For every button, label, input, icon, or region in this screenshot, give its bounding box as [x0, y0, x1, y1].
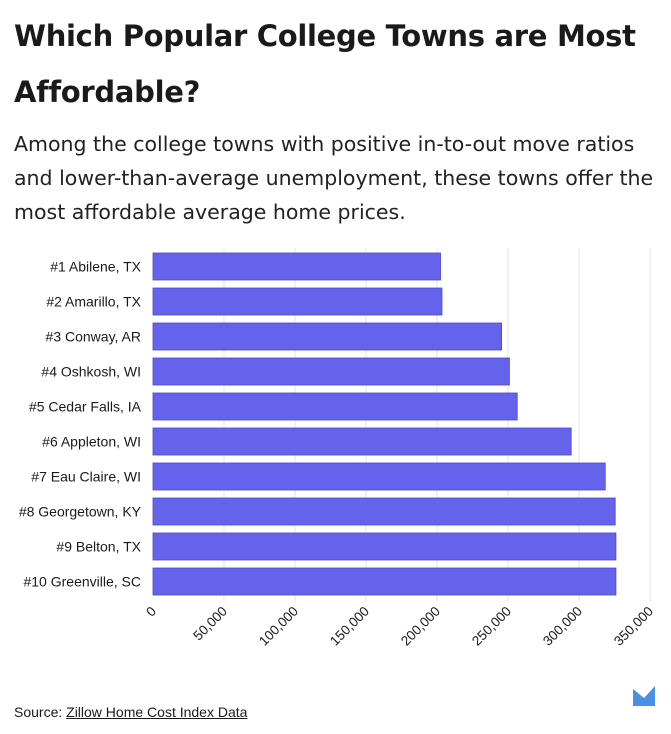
- x-tick-label: 300,000: [540, 604, 585, 649]
- brand-logo-icon: [633, 686, 655, 706]
- category-label: #8 Georgetown, KY: [19, 504, 142, 520]
- chart-subtitle: Among the college towns with positive in…: [14, 132, 654, 224]
- x-tick-label: 350,000: [611, 604, 656, 649]
- category-label: #9 Belton, TX: [56, 539, 141, 555]
- bar: [152, 497, 616, 526]
- x-tick-label: 150,000: [327, 604, 372, 649]
- category-label: #4 Oshkosh, WI: [41, 364, 141, 380]
- bar-chart: #1 Abilene, TX #2 Amarillo, TX #3 Conway, …: [19, 248, 656, 649]
- x-tick-labels: 0 50,000 100,000 150,000 200,000 250,000 300,0…: [143, 604, 656, 649]
- category-label: #1 Abilene, TX: [50, 259, 141, 275]
- category-label: #7 Eau Claire, WI: [31, 469, 141, 485]
- x-tick-label: 50,000: [190, 604, 230, 644]
- bar: [152, 392, 518, 421]
- category-label: #10 Greenville, SC: [23, 574, 141, 590]
- category-label: #3 Conway, AR: [46, 329, 141, 345]
- bar: [152, 567, 617, 596]
- category-labels: #1 Abilene, TX #2 Amarillo, TX #3 Conway, …: [19, 259, 142, 590]
- source-prefix: Source:: [14, 704, 67, 720]
- chart-title: Which Popular College Towns are Most Aff…: [14, 19, 636, 109]
- bar: [152, 287, 443, 316]
- x-tick-label: 250,000: [469, 604, 514, 649]
- category-label: #2 Amarillo, TX: [46, 294, 141, 310]
- bar: [152, 462, 606, 491]
- bars: [152, 252, 617, 596]
- bar: [152, 532, 617, 561]
- source-note: Source: Zillow Home Cost Index Data: [14, 704, 247, 720]
- category-label: #5 Cedar Falls, IA: [29, 399, 142, 415]
- x-tick-label: 0: [143, 604, 159, 620]
- bar: [152, 427, 572, 456]
- x-tick-label: 200,000: [398, 604, 443, 649]
- bar: [152, 252, 441, 281]
- source-link[interactable]: Zillow Home Cost Index Data: [66, 704, 248, 720]
- bar: [152, 322, 503, 351]
- x-tick-label: 100,000: [256, 604, 301, 649]
- bar: [152, 357, 510, 386]
- category-label: #6 Appleton, WI: [42, 434, 141, 450]
